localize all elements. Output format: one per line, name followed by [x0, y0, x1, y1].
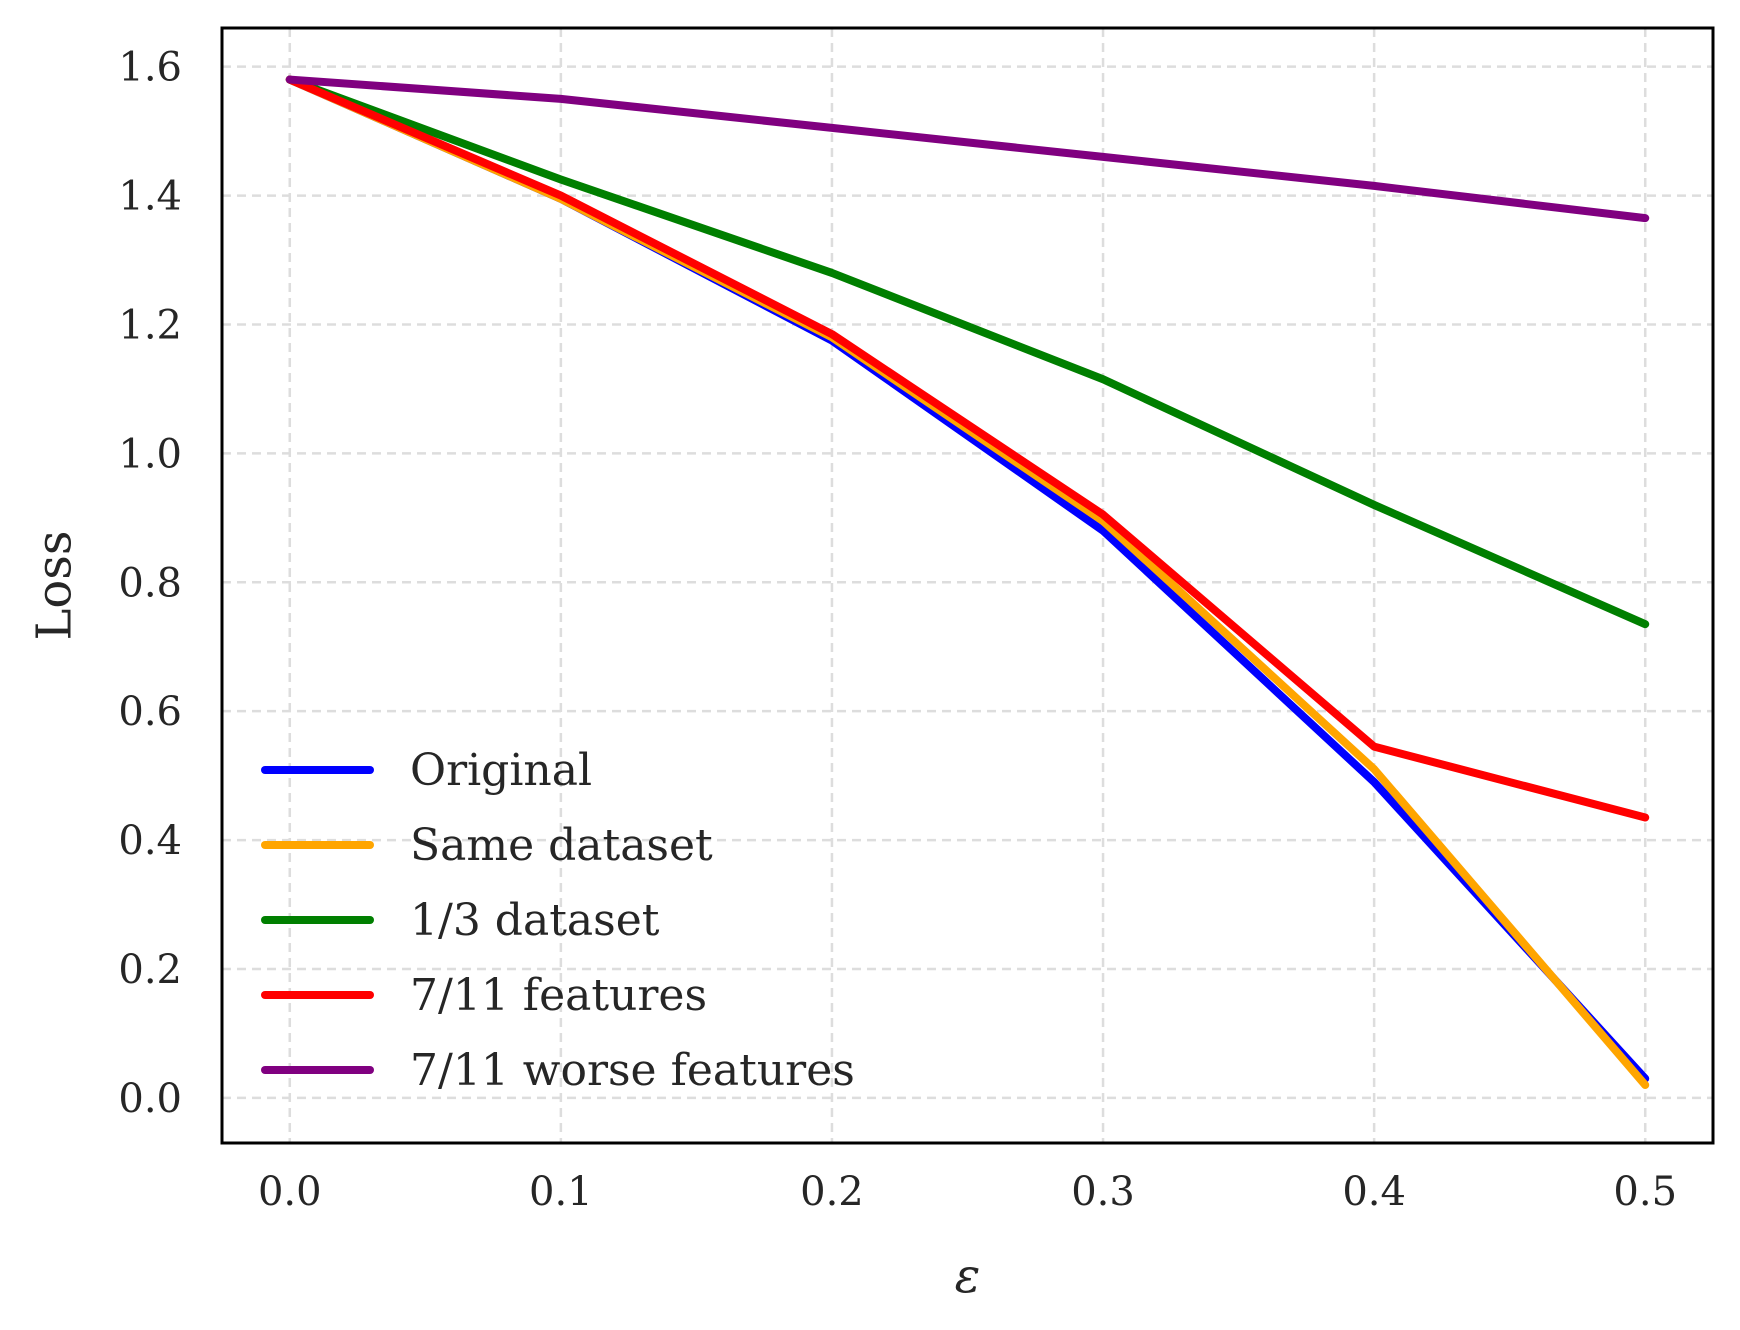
legend-label: Same dataset: [410, 820, 713, 871]
y-tick-label: 1.6: [118, 45, 182, 91]
x-tick-label: 0.1: [529, 1169, 593, 1215]
series-line-4: [285, 75, 1650, 223]
y-axis-title: Loss: [27, 530, 83, 640]
legend-label: Original: [410, 745, 592, 796]
legend-label: 1/3 dataset: [410, 895, 660, 946]
x-axis-title: ε: [955, 1248, 981, 1304]
y-tick-label: 0.0: [118, 1076, 182, 1122]
x-tick-label: 0.3: [1071, 1169, 1135, 1215]
x-tick-label: 0.0: [258, 1169, 322, 1215]
grid-layer: [222, 28, 1713, 1143]
series-layer: [285, 75, 1650, 1089]
x-tick-label: 0.4: [1342, 1169, 1406, 1215]
y-tick-label: 1.2: [118, 302, 182, 348]
series-line-3: [285, 75, 1650, 822]
legend: Original Same dataset 1/3 dataset 7/11 feat…: [261, 745, 855, 1096]
y-tick-label: 0.6: [118, 689, 182, 735]
tick-layer: 0.0 0.1 0.2 0.3 0.4 0.5 0.0 0.2 0.4 0.6 0.8 1.0 1.2 1…: [118, 45, 1677, 1215]
y-tick-label: 0.2: [118, 947, 182, 993]
y-tick-label: 0.8: [118, 560, 182, 606]
y-tick-label: 1.0: [118, 431, 182, 477]
series-line-2: [285, 75, 1650, 629]
y-tick-label: 1.4: [118, 174, 182, 220]
y-tick-label: 0.4: [118, 818, 182, 864]
legend-label: 7/11 features: [410, 970, 707, 1021]
x-tick-label: 0.2: [800, 1169, 864, 1215]
x-tick-label: 0.5: [1613, 1169, 1677, 1215]
legend-label: 7/11 worse features: [410, 1045, 855, 1096]
plot-frame: [220, 26, 1715, 1145]
